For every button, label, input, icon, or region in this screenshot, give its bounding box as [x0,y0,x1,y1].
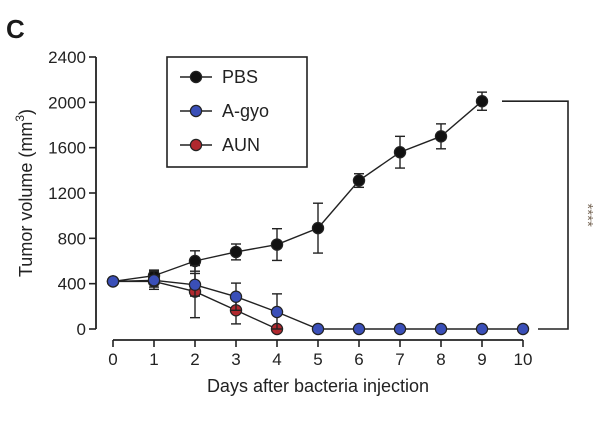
significance-bracket: **** [502,100,596,330]
y-axis-title-main: Tumor volume (mm [16,122,36,277]
data-point [393,145,407,159]
x-axis-title: Days after bacteria injection [207,376,429,396]
x-tick-label: 3 [231,350,240,369]
y-axis-title: Tumor volume (mm3) [13,109,36,277]
legend-item-aun: AUN [180,135,260,155]
axes: 0 400 800 1200 1600 2000 2400 0 1 2 3 4 5 6 7 8 9 10 [48,48,532,369]
data-point [352,322,366,336]
data-point [270,305,284,319]
data-point [229,245,243,259]
legend-label: A-gyo [222,101,269,121]
data-point [516,322,530,336]
y-tick-label: 2000 [48,93,86,112]
x-tick-label: 7 [395,350,404,369]
y-tick-label: 0 [77,320,86,339]
x-tick-label: 1 [149,350,158,369]
x-tick-label: 8 [436,350,445,369]
y-tick-label: 2400 [48,48,86,67]
legend-label: PBS [222,67,258,87]
legend-item-pbs: PBS [180,67,258,87]
data-point [475,94,489,108]
data-point [393,322,407,336]
legend: PBS A-gyo AUN [166,56,308,168]
series-a-gyo [106,270,530,336]
significance-label: **** [579,203,596,227]
data-point [311,221,325,235]
series-layer [106,91,530,336]
y-tick-label: 1200 [48,184,86,203]
legend-marker [189,138,203,152]
data-point [434,130,448,143]
data-point [311,322,325,336]
data-point [434,322,448,336]
x-ticks: 0 1 2 3 4 5 6 7 8 9 10 [108,340,532,369]
y-tick-label: 800 [58,229,86,248]
data-point [270,238,284,251]
data-point [352,174,366,187]
x-tick-label: 10 [514,350,533,369]
data-point [475,322,489,336]
legend-marker [189,104,203,118]
x-tick-label: 4 [272,350,281,369]
legend-label: AUN [222,135,260,155]
x-tick-label: 9 [477,350,486,369]
legend-item-a-gyo: A-gyo [180,101,269,121]
x-tick-label: 5 [313,350,322,369]
data-point [147,274,161,287]
x-tick-label: 2 [190,350,199,369]
significance-bracket-line [502,100,569,330]
series-line [112,100,483,283]
y-axis-title-superscript: 3 [13,115,27,122]
x-tick-label: 6 [354,350,363,369]
legend-marker [189,70,203,84]
data-point [188,278,202,291]
y-ticks: 0 400 800 1200 1600 2000 2400 [48,48,96,339]
y-axis-title-close: ) [16,109,36,115]
y-tick-label: 400 [58,275,86,294]
data-point [229,290,243,303]
x-tick-label: 0 [108,350,117,369]
data-point [106,275,120,288]
y-tick-label: 1600 [48,139,86,158]
series-line [112,279,523,330]
panel-letter: C [6,14,25,44]
